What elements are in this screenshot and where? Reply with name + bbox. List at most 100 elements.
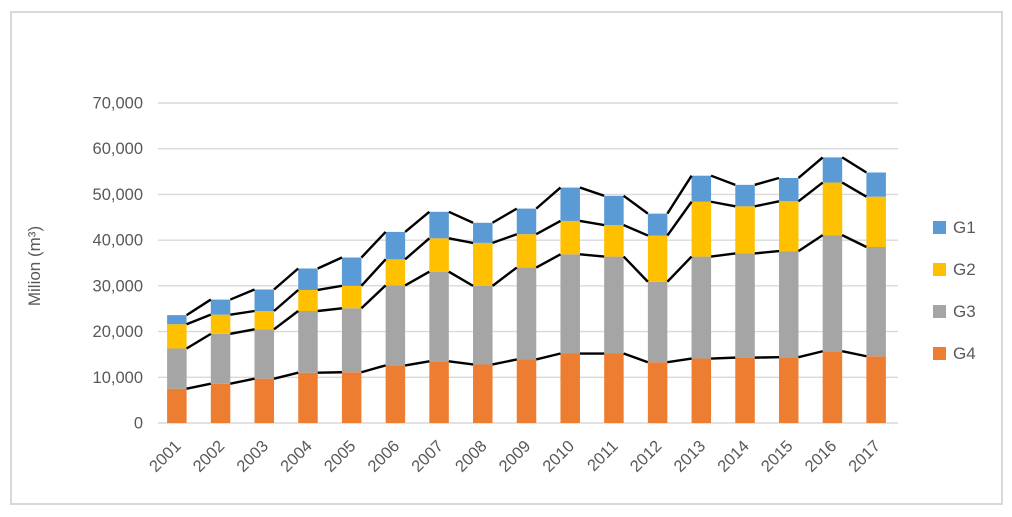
series-line-g2-2008-2009 (492, 233, 518, 245)
series-line-g3-2005-2006 (360, 284, 387, 310)
series-line-g1-2003-2004 (273, 267, 300, 291)
series-line-g4-2016-2017 (841, 350, 867, 358)
bar-segment-g2-2003 (254, 311, 275, 330)
bar-segment-g3-2015 (778, 251, 799, 358)
series-line-g1-2015-2016 (797, 156, 824, 179)
series-line-g3-2011-2012 (622, 255, 649, 283)
y-tick-label-60,000: 60,000 (93, 140, 143, 158)
bar-segment-g3-2003 (254, 329, 275, 379)
series-line-g2-2011-2012 (623, 223, 649, 237)
series-line-g3-2014-2015 (754, 249, 780, 255)
bar-segment-g1-2011 (604, 195, 624, 226)
series-line-g1-2007-2008 (448, 210, 474, 224)
bar-segment-g4-2005 (341, 372, 362, 423)
bar-segment-g1-2007 (429, 211, 449, 239)
series-line-g4-2008-2009 (492, 358, 517, 366)
series-line-g3-2015-2016 (797, 234, 824, 253)
bar-segment-g1-2017 (866, 172, 886, 197)
bar-segment-g4-2011 (604, 353, 624, 423)
series-line-g1-2013-2014 (710, 174, 736, 186)
bar-segment-g3-2001 (167, 348, 187, 389)
bar-segment-g1-2006 (385, 231, 406, 260)
x-tick-label-2009: 2009 (496, 437, 535, 476)
series-line-g2-2012-2013 (666, 201, 693, 237)
series-line-g4-2015-2016 (798, 350, 823, 359)
bar-segment-g3-2012 (647, 281, 668, 363)
bar-segment-g3-2009 (516, 267, 537, 360)
bar-segment-g3-2013 (691, 256, 712, 359)
series-line-g3-2003-2004 (273, 310, 299, 331)
series-line-g3-2012-2013 (666, 255, 693, 283)
bar-segment-g2-2012 (647, 235, 668, 282)
bar-segment-g3-2016 (822, 235, 843, 352)
bar-segment-g4-2009 (516, 359, 537, 423)
bar-segment-g4-2012 (647, 362, 668, 423)
series-line-g2-2004-2005 (317, 284, 343, 292)
series-line-g1-2009-2010 (535, 186, 562, 210)
x-tick-label-2006: 2006 (365, 437, 404, 476)
x-tick-label-2004: 2004 (277, 437, 316, 476)
y-tick-label-20,000: 20,000 (93, 323, 143, 341)
series-line-g1-2014-2015 (754, 176, 780, 186)
series-line-g4-2005-2006 (361, 364, 386, 374)
series-line-g4-2001-2002 (186, 382, 212, 390)
series-line-g2-2016-2017 (841, 181, 868, 198)
g3-series-swatch (933, 305, 946, 318)
series-line-g3-2004-2005 (317, 307, 343, 313)
series-line-g2-2001-2002 (186, 313, 212, 326)
series-line-g4-2007-2008 (448, 360, 474, 366)
series-line-g3-2002-2003 (230, 328, 255, 336)
x-tick-label-2014: 2014 (714, 437, 753, 476)
bar-segment-g1-2001 (167, 315, 187, 325)
bar-segment-g1-2014 (735, 184, 755, 207)
bar-segment-g4-2002 (210, 383, 231, 423)
bar-segment-g3-2004 (298, 311, 318, 373)
bar-segment-g1-2016 (822, 157, 843, 183)
x-tick-label-2012: 2012 (627, 437, 666, 476)
series-line-g4-2002-2003 (230, 377, 255, 385)
x-tick-label-2016: 2016 (802, 437, 841, 476)
bar-segment-g4-2003 (254, 378, 275, 423)
series-line-g2-2003-2004 (273, 289, 300, 312)
bar-segment-g3-2007 (429, 271, 449, 362)
x-tick-label-2002: 2002 (190, 437, 229, 476)
series-line-g2-2006-2007 (404, 237, 431, 261)
series-line-g1-2012-2013 (666, 175, 693, 215)
bar-segment-g4-2004 (298, 372, 318, 423)
series-line-g3-2009-2010 (535, 253, 562, 269)
y-axis-title: Milion (m³) (25, 225, 44, 307)
series-line-g2-2007-2008 (448, 237, 474, 245)
legend: G1 G2 G3 G4 (933, 217, 976, 364)
legend-item-g1: G1 (933, 217, 976, 238)
bar-segment-g2-2013 (691, 201, 712, 257)
series-line-g2-2002-2003 (230, 309, 255, 316)
x-tick-label-2017: 2017 (845, 437, 884, 476)
x-tick-label-2010: 2010 (539, 437, 578, 476)
bar-segment-g1-2005 (341, 257, 362, 286)
bar-segment-g4-2014 (735, 357, 755, 423)
y-tick-label-50,000: 50,000 (93, 186, 143, 204)
series-line-g4-2006-2007 (404, 360, 430, 367)
series-line-g4-2013-2014 (711, 356, 736, 360)
bar-segment-g2-2010 (560, 220, 580, 255)
legend-label-g2: G2 (953, 260, 976, 279)
legend-item-g2: G2 (933, 259, 976, 280)
bar-segment-g4-2013 (691, 358, 712, 423)
bar-segment-g1-2010 (560, 187, 580, 221)
series-line-g4-2011-2012 (623, 352, 649, 364)
series-line-g1-2004-2005 (317, 256, 343, 270)
bar-segment-g2-2001 (167, 324, 187, 349)
x-tick-label-2003: 2003 (233, 437, 272, 476)
bar-segment-g2-2006 (385, 259, 406, 286)
bar-segment-g1-2002 (210, 299, 231, 315)
series-line-g2-2015-2016 (797, 181, 824, 203)
series-line-g3-2008-2009 (491, 266, 518, 287)
legend-label-g4: G4 (953, 344, 976, 363)
g1-series-swatch (933, 221, 946, 234)
series-line-g3-2006-2007 (404, 270, 430, 287)
series-line-g1-2016-2017 (841, 156, 868, 174)
bar-segment-g2-2011 (604, 225, 624, 257)
bar-segment-g2-2016 (822, 182, 843, 236)
